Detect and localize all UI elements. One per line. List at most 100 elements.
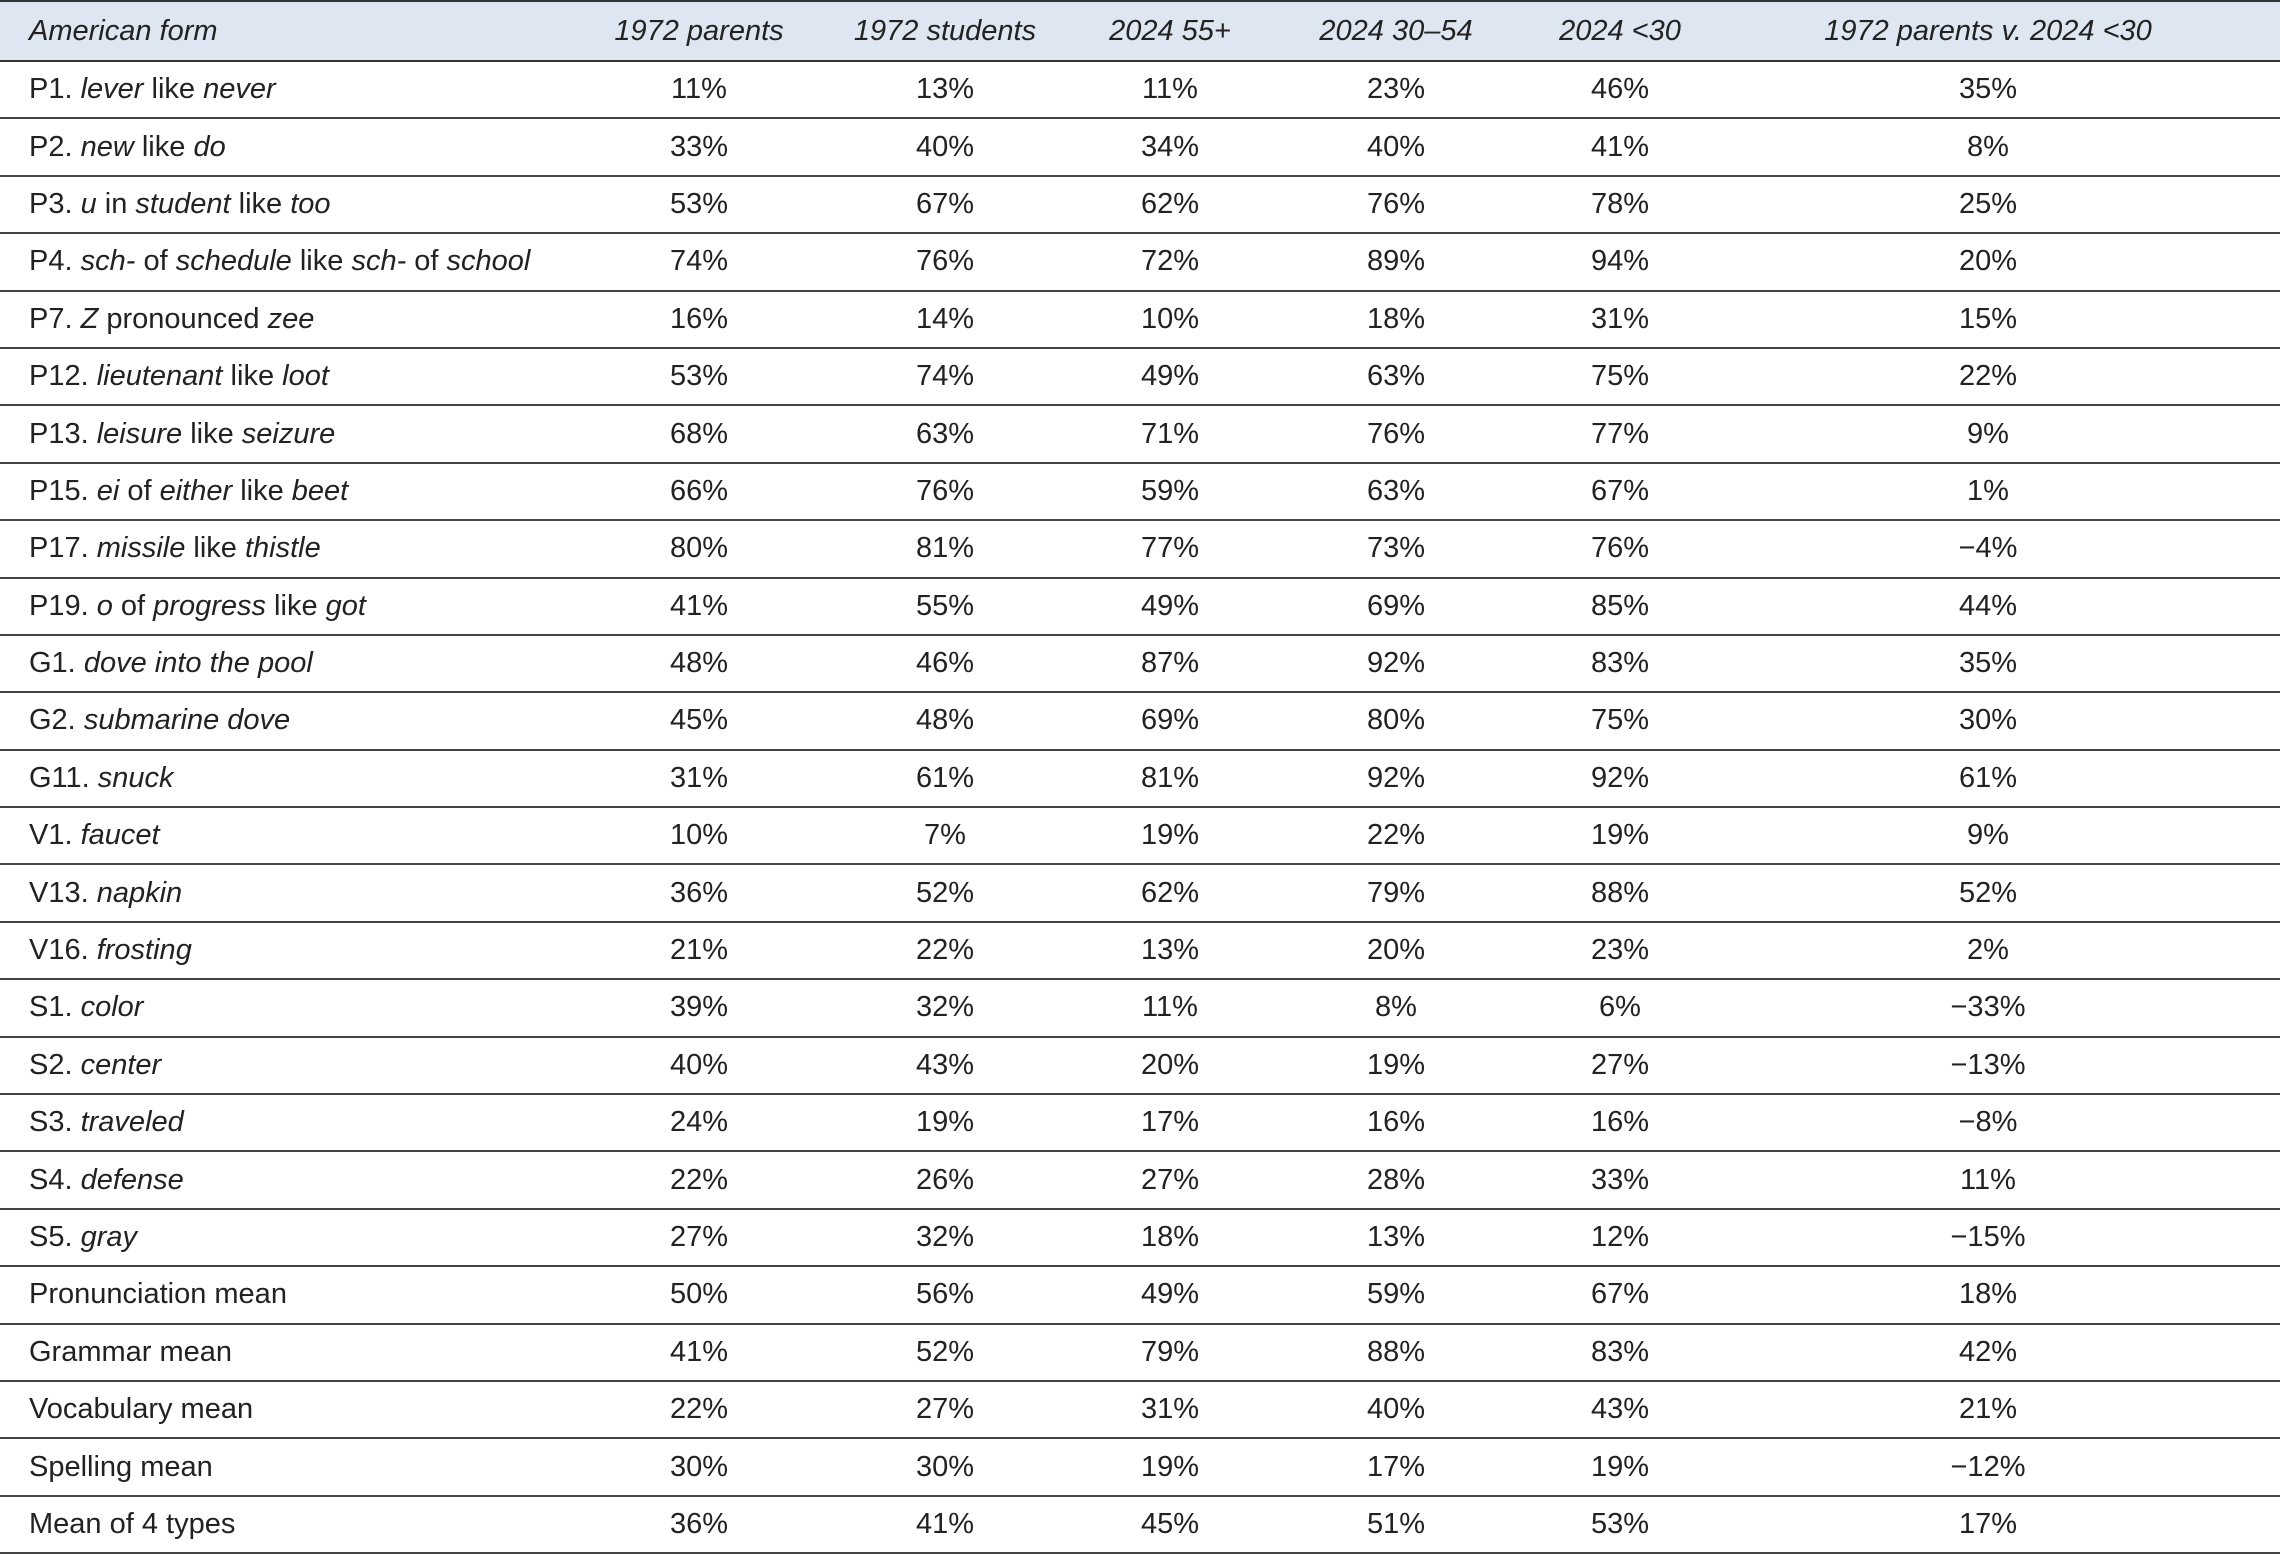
row-label: Grammar mean — [0, 1323, 600, 1382]
table-cell: 76% — [1248, 175, 1544, 235]
table-cell: 23% — [1544, 921, 1696, 981]
table-cell: 12% — [1544, 1208, 1696, 1268]
table-row: G1. dove into the pool 48% 46% 87% 92% 83% 35% — [0, 634, 2280, 694]
table-cell: 69% — [1248, 577, 1544, 636]
label-segment: snuck — [97, 761, 174, 794]
table-cell: 61% — [798, 749, 1092, 809]
table-cell: 8% — [1696, 118, 2280, 177]
row-label: S2. center — [0, 1036, 600, 1096]
label-segment: P17. — [29, 532, 97, 565]
table-cell: 39% — [600, 979, 798, 1038]
table-cell: 35% — [1696, 634, 2280, 694]
table-cell: 50% — [600, 1266, 798, 1325]
label-segment: sch- — [351, 245, 407, 278]
table-cell: 10% — [1092, 290, 1248, 349]
table-cell: 89% — [1248, 233, 1544, 292]
label-segment: V13. — [29, 876, 97, 909]
column-header: 2024 30–54 — [1248, 0, 1544, 62]
table-row: Mean of 4 types 36% 41% 45% 51% 53% 17% — [0, 1495, 2280, 1554]
table-cell: 13% — [798, 61, 1092, 120]
table-cell: 8% — [1248, 979, 1544, 1038]
table-cell: 74% — [600, 233, 798, 292]
label-segment: o — [96, 589, 113, 622]
label-segment: progress — [153, 589, 266, 622]
table-cell: 6% — [1544, 979, 1696, 1038]
table-cell: 20% — [1696, 233, 2280, 292]
table-row: Pronunciation mean 50% 56% 49% 59% 67% 18% — [0, 1266, 2280, 1325]
table-cell: 31% — [600, 749, 798, 809]
table-cell: 72% — [1092, 233, 1248, 292]
row-label: P17. missile like thistle — [0, 520, 600, 579]
label-segment: student — [135, 187, 231, 220]
label-segment: Grammar mean — [29, 1335, 233, 1368]
table-cell: 27% — [1092, 1151, 1248, 1210]
table-cell: 55% — [798, 577, 1092, 636]
table-cell: −12% — [1696, 1438, 2280, 1497]
row-label: S4. defense — [0, 1151, 600, 1210]
table-cell: 35% — [1696, 61, 2280, 120]
table-cell: 19% — [1544, 807, 1696, 866]
table-cell: 17% — [1092, 1094, 1248, 1153]
table-cell: 11% — [600, 61, 798, 120]
table-cell: 7% — [798, 807, 1092, 866]
row-label: Vocabulary mean — [0, 1380, 600, 1440]
label-segment: dove into the pool — [83, 647, 313, 680]
row-label: P19. o of progress like got — [0, 577, 600, 636]
column-header: 1972 parents — [600, 0, 798, 62]
table-cell: 81% — [1092, 749, 1248, 809]
table-cell: 74% — [798, 347, 1092, 407]
table-cell: 45% — [1092, 1495, 1248, 1554]
row-label: Spelling mean — [0, 1438, 600, 1497]
table-cell: 11% — [1092, 61, 1248, 120]
table-row: P12. lieutenant like loot 53% 74% 49% 63% 75%… — [0, 347, 2280, 407]
label-segment: of — [112, 589, 154, 622]
table-row: S2. center 40% 43% 20% 19% 27% −13% — [0, 1036, 2280, 1096]
table-cell: 16% — [600, 290, 798, 349]
label-segment: never — [203, 73, 276, 106]
table-body: P1. lever like never 11% 13% 11% 23% 46% 35% P2… — [0, 61, 2280, 1554]
label-segment: like — [182, 417, 242, 450]
table-cell: 19% — [1248, 1036, 1544, 1096]
label-segment: like — [143, 73, 204, 106]
row-label: S1. color — [0, 979, 600, 1038]
label-segment: like — [133, 130, 194, 163]
table-cell: 76% — [798, 462, 1092, 522]
table-cell: 79% — [1248, 864, 1544, 923]
label-segment: of — [119, 474, 160, 507]
table-cell: 41% — [600, 577, 798, 636]
table-cell: 41% — [798, 1495, 1092, 1554]
table-cell: 75% — [1544, 692, 1696, 751]
table-cell: −33% — [1696, 979, 2280, 1038]
table-row: P19. o of progress like got 41% 55% 49% 69% 8… — [0, 577, 2280, 636]
label-segment: got — [325, 589, 366, 622]
table-cell: 62% — [1092, 175, 1248, 235]
label-segment: leisure — [96, 417, 183, 450]
table-cell: 22% — [798, 921, 1092, 981]
table-cell: 22% — [1248, 807, 1544, 866]
table-row: S4. defense 22% 26% 27% 28% 33% 11% — [0, 1151, 2280, 1210]
label-segment: V1. — [29, 819, 81, 852]
table-cell: 31% — [1092, 1380, 1248, 1440]
table-cell: 46% — [798, 634, 1092, 694]
table-row: G2. submarine dove 45% 48% 69% 80% 75% 30% — [0, 692, 2280, 751]
table-cell: 73% — [1248, 520, 1544, 579]
table-cell: 67% — [798, 175, 1092, 235]
table-cell: 59% — [1092, 462, 1248, 522]
label-segment: school — [446, 245, 531, 278]
table-cell: 41% — [1544, 118, 1696, 177]
row-label: S3. traveled — [0, 1094, 600, 1153]
label-segment: napkin — [96, 876, 183, 909]
table-cell: 32% — [798, 979, 1092, 1038]
table-cell: 67% — [1544, 462, 1696, 522]
table-cell: 33% — [1544, 1151, 1696, 1210]
table-row: V1. faucet 10% 7% 19% 22% 19% 9% — [0, 807, 2280, 866]
table-cell: 75% — [1544, 347, 1696, 407]
table-cell: 52% — [1696, 864, 2280, 923]
label-segment: sch- — [80, 245, 136, 278]
table-cell: 17% — [1696, 1495, 2280, 1554]
label-segment: beet — [291, 474, 349, 507]
table-cell: 76% — [798, 233, 1092, 292]
table-cell: −13% — [1696, 1036, 2280, 1096]
table-cell: 13% — [1092, 921, 1248, 981]
